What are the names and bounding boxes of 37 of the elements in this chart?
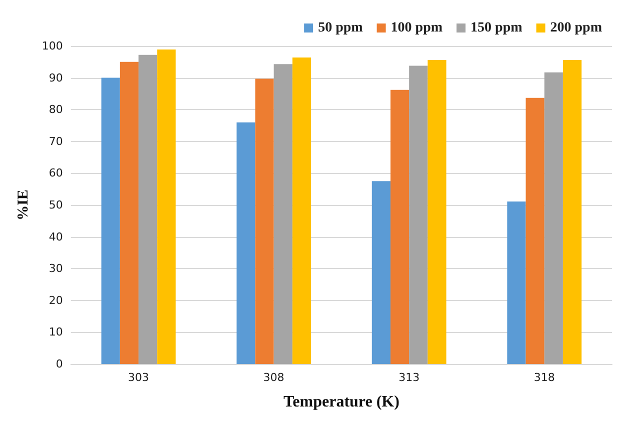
bar	[236, 122, 256, 364]
x-tick-label: 303	[128, 371, 150, 384]
bar	[390, 90, 410, 364]
bar	[138, 54, 158, 364]
legend-label: 100 ppm	[390, 20, 443, 36]
x-tick-label: 313	[398, 371, 420, 384]
bar	[157, 50, 176, 364]
bar	[544, 72, 563, 364]
y-tick-label: 10	[48, 326, 63, 339]
bar	[120, 62, 139, 364]
y-tick-label: 100	[42, 40, 63, 52]
x-tick-label: 318	[534, 371, 555, 384]
y-tick-label: 20	[48, 294, 63, 307]
x-axis-title: Temperature (K)	[283, 394, 400, 410]
bar	[428, 60, 446, 364]
bar	[292, 57, 312, 364]
y-tick-label: 80	[48, 103, 63, 116]
bar	[507, 202, 526, 364]
y-tick-label: 60	[48, 166, 63, 180]
bar	[409, 66, 428, 364]
y-axis-title: %IE	[16, 190, 32, 220]
y-tick-label: 90	[48, 71, 63, 84]
bar	[274, 64, 292, 364]
y-tick-label: 50	[48, 198, 63, 212]
bar	[255, 78, 274, 364]
x-tick-label: 308	[263, 371, 284, 384]
legend-label: 200 ppm	[550, 20, 602, 36]
bar	[526, 98, 544, 364]
bar	[562, 60, 582, 364]
y-tick-label: 40	[48, 230, 63, 244]
y-tick-label: 30	[48, 262, 63, 276]
legend-label: 150 ppm	[470, 20, 523, 36]
y-tick-label: 70	[48, 134, 63, 148]
legend-label: 50 ppm	[318, 20, 364, 36]
bar	[101, 78, 120, 364]
bar	[372, 181, 390, 364]
y-tick-label: 0	[56, 358, 63, 370]
